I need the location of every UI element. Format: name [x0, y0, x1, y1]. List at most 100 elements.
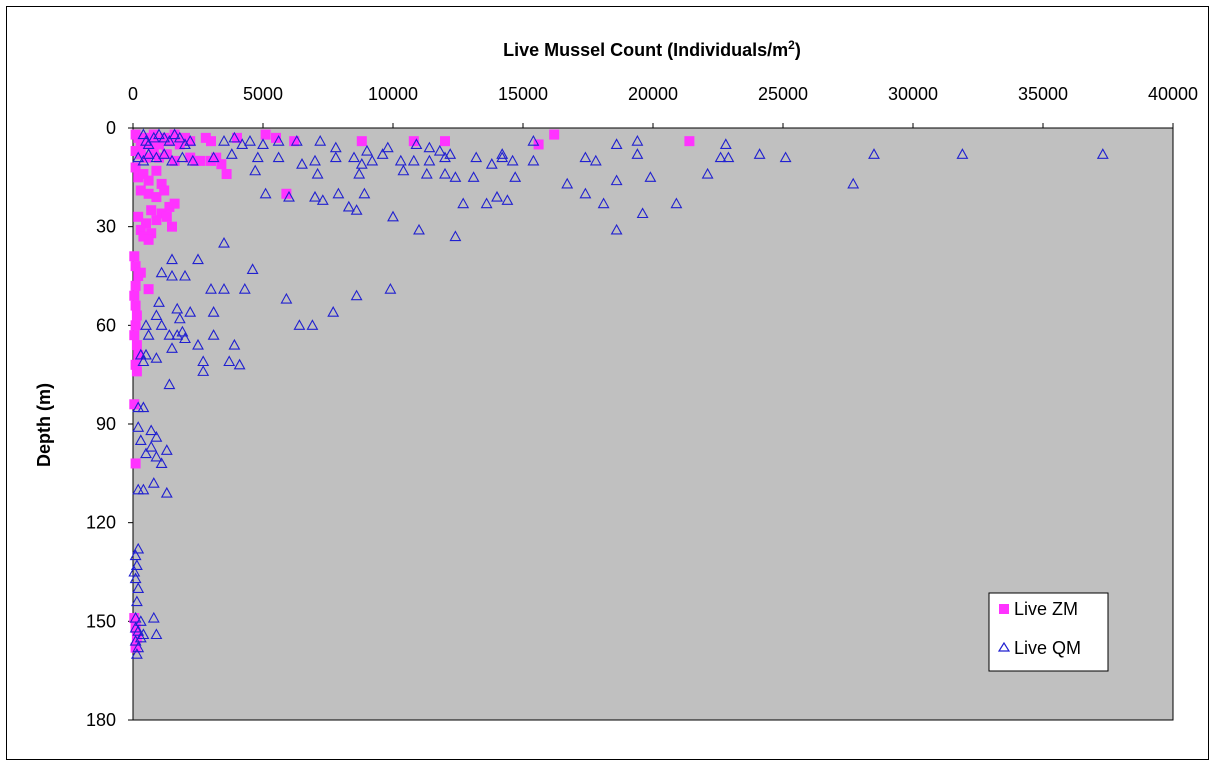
point-qm	[207, 329, 220, 340]
legend-marker-qm	[997, 641, 1011, 652]
point-qm	[223, 355, 236, 367]
point-qm	[420, 167, 433, 179]
point-zm	[151, 192, 162, 203]
point-zm	[138, 231, 149, 242]
point-qm	[701, 167, 714, 179]
x-axis-title-main: Live Mussel Count (Individuals/m	[503, 40, 788, 60]
point-qm	[527, 135, 540, 146]
point-zm	[138, 139, 149, 150]
point-qm	[407, 154, 420, 166]
point-qm	[433, 144, 446, 156]
point-qm	[348, 151, 360, 163]
point-zm	[151, 215, 162, 226]
point-qm	[457, 197, 470, 209]
point-qm	[176, 151, 189, 163]
point-qm	[130, 559, 143, 570]
point-zm	[130, 261, 141, 272]
y-tick-label: 180	[86, 710, 116, 730]
x-axis-title-sup: 2	[788, 38, 795, 52]
y-tick-label: 90	[96, 414, 116, 434]
point-qm	[283, 190, 295, 202]
point-zm	[154, 139, 164, 150]
point-qm	[171, 329, 184, 340]
point-qm	[158, 148, 171, 159]
point-zm	[151, 165, 162, 176]
point-zm	[185, 152, 196, 163]
point-zm	[130, 162, 141, 173]
point-qm	[610, 174, 623, 186]
point-qm	[353, 167, 366, 179]
point-zm	[195, 155, 206, 166]
point-qm	[186, 154, 199, 166]
point-qm	[150, 450, 163, 462]
point-qm	[847, 177, 860, 189]
point-zm	[356, 136, 367, 147]
point-qm	[719, 138, 732, 149]
point-qm	[166, 154, 178, 166]
point-qm	[197, 365, 210, 376]
point-qm	[397, 164, 410, 176]
point-qm	[290, 135, 303, 146]
point-zm	[167, 221, 177, 232]
point-qm	[244, 135, 256, 146]
point-qm	[439, 167, 451, 179]
point-qm	[129, 549, 142, 561]
x-tick-label: 35000	[1018, 84, 1068, 104]
x-axis-title: Live Mussel Count (Individuals/m2)	[503, 38, 801, 60]
point-zm	[169, 198, 180, 209]
x-tick-label: 25000	[758, 84, 808, 104]
point-qm	[272, 135, 285, 146]
point-qm	[251, 151, 264, 163]
point-qm	[610, 138, 623, 149]
point-qm	[147, 477, 160, 488]
point-zm	[143, 284, 154, 295]
point-qm	[134, 631, 147, 643]
x-tick-label: 5000	[243, 84, 283, 104]
point-qm	[218, 236, 230, 248]
point-qm	[150, 431, 163, 442]
point-zm	[180, 132, 190, 143]
point-zm	[130, 146, 141, 157]
point-qm	[134, 615, 147, 626]
point-zm	[271, 132, 281, 143]
point-qm	[670, 197, 683, 209]
point-qm	[509, 171, 522, 182]
point-qm	[714, 151, 727, 163]
point-qm	[561, 177, 574, 189]
point-qm	[501, 194, 514, 205]
point-zm	[133, 211, 144, 222]
point-zm	[156, 178, 167, 189]
point-zm	[146, 205, 157, 216]
y-tick-label: 120	[86, 513, 116, 533]
point-qm	[413, 223, 425, 235]
point-zm	[174, 139, 185, 150]
point-qm	[130, 648, 143, 659]
point-qm	[1096, 148, 1109, 159]
point-qm	[207, 306, 220, 317]
point-qm	[155, 266, 168, 278]
point-zm	[159, 185, 170, 196]
point-qm	[376, 148, 389, 159]
point-zm	[143, 234, 154, 245]
point-zm	[129, 251, 140, 262]
point-qm	[179, 332, 191, 344]
point-qm	[779, 151, 792, 163]
point-qm	[327, 306, 340, 317]
x-tick-label: 10000	[368, 84, 418, 104]
point-qm	[238, 283, 251, 294]
point-qm	[192, 338, 204, 350]
point-qm	[163, 135, 176, 146]
point-zm	[131, 366, 142, 377]
point-zm	[185, 136, 196, 147]
point-qm	[381, 141, 394, 153]
point-qm	[184, 306, 197, 317]
point-zm	[131, 310, 142, 321]
point-qm	[192, 253, 204, 265]
point-qm	[449, 230, 462, 242]
point-qm	[610, 223, 623, 235]
x-tick-label: 0	[128, 84, 138, 104]
point-qm	[480, 197, 493, 209]
point-qm	[150, 151, 163, 163]
point-qm	[207, 151, 220, 163]
point-qm	[394, 154, 407, 166]
